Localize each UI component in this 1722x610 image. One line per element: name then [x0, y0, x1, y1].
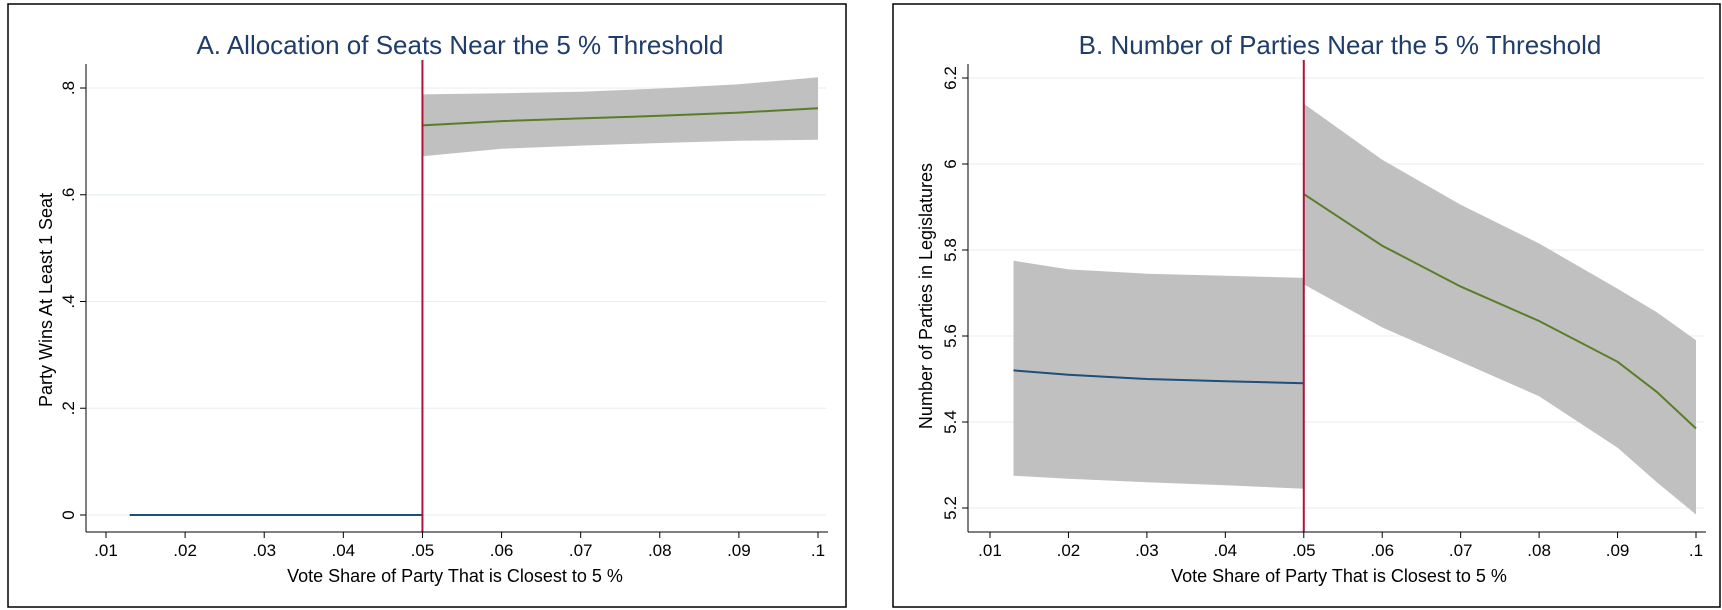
panel-b-ci-band-left — [1013, 260, 1304, 489]
panel-a-title: A. Allocation of Seats Near the 5 % Thre… — [196, 30, 723, 60]
panel-b-y-tick-label-5: 6.2 — [941, 66, 960, 90]
panel-b-y-tick-label-4: 6 — [941, 159, 960, 168]
panel-b-x-tick-label-3: .04 — [1214, 541, 1238, 560]
panel-b: B. Number of Parties Near the 5 % Thresh… — [892, 3, 1721, 608]
panel-a-x-tick-label-8: .09 — [727, 541, 751, 560]
panel-a-fit-line-right — [422, 107, 819, 127]
panel-a-x-tick-label-4: .05 — [411, 541, 435, 560]
panel-b-x-tick-label-6: .07 — [1449, 541, 1473, 560]
panel-a-x-tick-label-9: .1 — [811, 541, 825, 560]
panel-b-y-axis-label: Number of Parties in Legislatures — [916, 163, 936, 429]
panel-b-y-tick-label-3: 5.8 — [941, 238, 960, 262]
panel-a-x-tick-label-7: .08 — [648, 541, 672, 560]
panel-b-fit-line-right — [1303, 193, 1697, 430]
panel-b-fit-line-left — [1013, 369, 1304, 385]
panel-b-y-tick-label-2: 5.6 — [941, 324, 960, 348]
panel-b-x-tick-label-9: .1 — [1689, 541, 1703, 560]
panel-b-x-tick-label-5: .06 — [1370, 541, 1394, 560]
panel-a-y-tick-label-4: .8 — [59, 81, 78, 95]
panel-b-x-tick-label-1: .02 — [1057, 541, 1081, 560]
panel-a-x-axis-label: Vote Share of Party That is Closest to 5… — [287, 566, 623, 586]
panel-a-y-tick-label-2: .4 — [59, 294, 78, 308]
panel-b-y-tick-label-1: 5.4 — [941, 410, 960, 434]
panel-a-y-tick-label-0: 0 — [59, 510, 78, 519]
panel-a-y-tick-label-1: .2 — [59, 401, 78, 415]
panel-a-y-axis-label: Party Wins At Least 1 Seat — [36, 193, 56, 407]
panel-b-x-tick-label-8: .09 — [1606, 541, 1630, 560]
panel-a-x-tick-label-3: .04 — [332, 541, 356, 560]
panel-b-x-tick-label-0: .01 — [978, 541, 1002, 560]
panel-b-x-tick-label-2: .03 — [1135, 541, 1159, 560]
panel-b-ci-band-right — [1303, 103, 1696, 515]
panel-b-x-axis-label: Vote Share of Party That is Closest to 5… — [1171, 566, 1507, 586]
panel-a: A. Allocation of Seats Near the 5 % Thre… — [7, 3, 847, 608]
panel-b-x-tick-label-4: .05 — [1292, 541, 1316, 560]
panel-b-y-tick-label-0: 5.2 — [941, 496, 960, 520]
panel-a-x-tick-label-2: .03 — [252, 541, 276, 560]
panel-b-x-tick-label-7: .08 — [1527, 541, 1551, 560]
panel-b-title: B. Number of Parties Near the 5 % Thresh… — [1079, 30, 1602, 60]
panel-a-x-tick-label-1: .02 — [173, 541, 197, 560]
panel-a-x-tick-label-0: .01 — [94, 541, 118, 560]
panel-a-x-tick-label-5: .06 — [490, 541, 514, 560]
panel-a-x-tick-label-6: .07 — [569, 541, 593, 560]
panel-a-y-tick-label-3: .6 — [59, 188, 78, 202]
